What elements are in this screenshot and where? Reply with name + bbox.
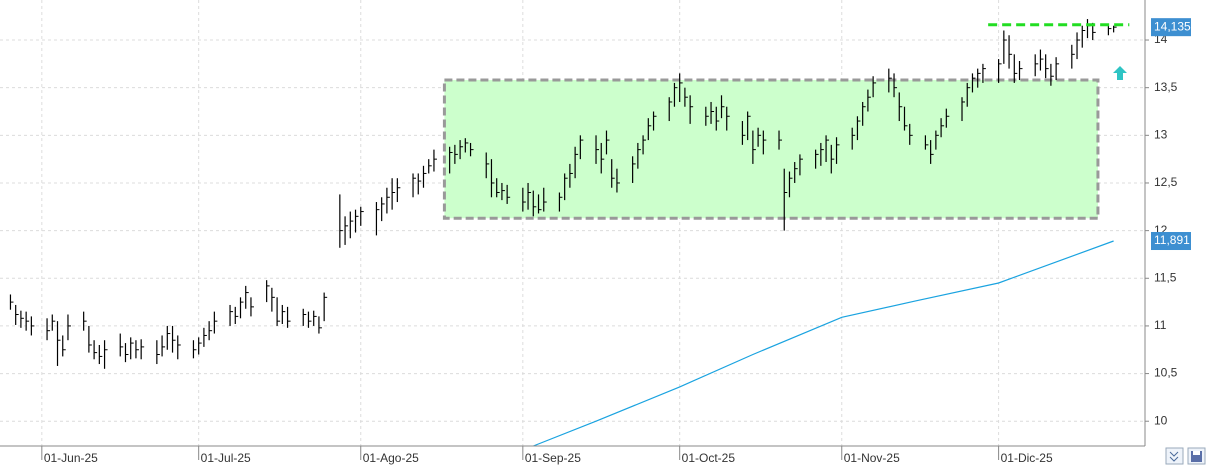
y-tick-label: 12,5 [1154, 175, 1178, 189]
range-box [442, 78, 1100, 220]
x-tick-label: 01-Jul-25 [201, 451, 251, 465]
moving-average-label: 11,891 [1154, 233, 1190, 247]
last-price-tag [1151, 18, 1191, 37]
plot-area [0, 0, 1145, 447]
last-price-label: 14,135 [1154, 19, 1191, 33]
x-tick-label: 01-Oct-25 [682, 451, 736, 465]
up-arrow-icon [1113, 66, 1127, 80]
x-tick-label: 01-Nov-25 [844, 451, 900, 465]
y-tick-label: 11,5 [1154, 270, 1177, 284]
y-tick-label: 13 [1154, 127, 1168, 141]
x-tick-label: 01-Jun-25 [44, 451, 98, 465]
scroll-button[interactable] [1165, 447, 1184, 465]
x-tick-label: 01-Dic-25 [1001, 451, 1053, 465]
moving-average-tag [1151, 232, 1191, 251]
y-tick-label: 11 [1154, 318, 1167, 332]
moving-average-line [533, 240, 1114, 447]
y-tick-label: 10,5 [1154, 366, 1178, 380]
save-button[interactable] [1187, 447, 1206, 465]
y-tick-label: 13,5 [1154, 80, 1178, 94]
y-tick-label: 10 [1154, 413, 1168, 427]
x-tick-label: 01-Ago-25 [363, 451, 419, 465]
x-tick-label: 01-Sep-25 [525, 451, 581, 465]
